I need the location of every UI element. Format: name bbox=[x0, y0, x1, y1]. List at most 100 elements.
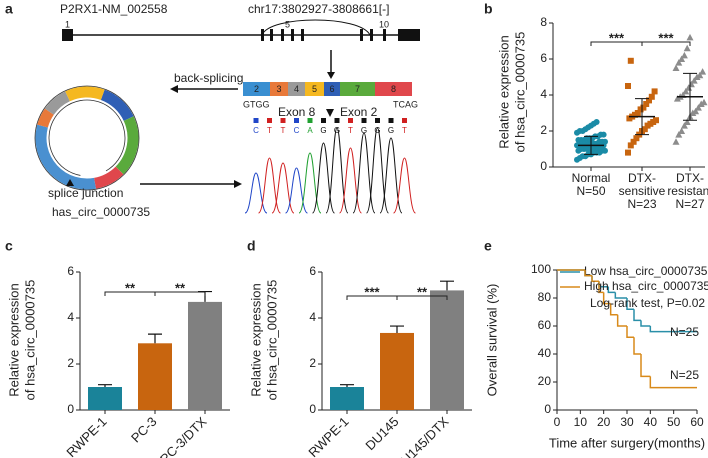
point bbox=[682, 87, 690, 95]
exon-segment bbox=[270, 82, 288, 96]
error-bar bbox=[390, 325, 404, 333]
exon-number: 10 bbox=[379, 19, 389, 29]
significance-label: *** bbox=[658, 30, 674, 45]
annotation: N=25 bbox=[670, 368, 699, 382]
bar bbox=[430, 290, 464, 410]
error-bar bbox=[440, 280, 454, 291]
ring-segment bbox=[115, 116, 139, 175]
exon-right: Exon 2 bbox=[340, 105, 378, 119]
exon-segment bbox=[288, 82, 305, 96]
exon-number: 5 bbox=[285, 19, 290, 29]
y-tick-label: 2 bbox=[67, 356, 74, 370]
base-square bbox=[402, 118, 407, 123]
y-tick-label: 2 bbox=[309, 356, 316, 370]
exon-label: 5 bbox=[312, 84, 317, 94]
gene-exons bbox=[62, 29, 420, 41]
base-letter: T bbox=[281, 126, 286, 135]
sd-bar bbox=[683, 72, 697, 121]
peak bbox=[379, 137, 403, 214]
y-axis-label: Relative expression bbox=[6, 283, 21, 396]
x-tick-label: DTX- bbox=[676, 171, 704, 185]
base-letter: G bbox=[374, 126, 380, 135]
bar bbox=[188, 301, 222, 410]
y-tick-label: 0 bbox=[544, 402, 551, 416]
junction-marker bbox=[326, 109, 334, 117]
base-letter: A bbox=[307, 126, 313, 135]
exon-label: 4 bbox=[294, 84, 299, 94]
junction-marker bbox=[66, 179, 74, 186]
exon-label: 2 bbox=[254, 84, 259, 94]
exon-segment bbox=[243, 82, 270, 96]
x-tick-label: PC-3 bbox=[128, 414, 160, 446]
survival-step bbox=[602, 292, 611, 305]
point bbox=[690, 77, 698, 84]
x-tick-label: N=27 bbox=[675, 197, 704, 211]
bar bbox=[138, 343, 172, 410]
base-letter: C bbox=[253, 126, 259, 135]
error-bar bbox=[340, 384, 354, 387]
circ-ring bbox=[34, 85, 140, 191]
base-square bbox=[375, 118, 380, 123]
exon-bar: 2 3 4 5 6 7 8 bbox=[243, 82, 412, 96]
ring-segment bbox=[65, 86, 105, 102]
locus: chr17:3802927-3808661[-] bbox=[248, 2, 389, 16]
y-tick-label: 0 bbox=[540, 159, 547, 173]
panel-label: c bbox=[5, 238, 13, 254]
point bbox=[697, 100, 705, 107]
x-tick-label: 10 bbox=[574, 415, 588, 429]
exon-segment bbox=[305, 82, 324, 96]
sd-bar bbox=[635, 98, 649, 136]
bar bbox=[330, 387, 364, 410]
significance-label: ** bbox=[175, 280, 186, 295]
point bbox=[633, 135, 640, 142]
base-square bbox=[321, 118, 326, 123]
seq-left: GTGG bbox=[243, 99, 270, 109]
point bbox=[683, 118, 691, 125]
point bbox=[675, 59, 683, 66]
y-tick-label: 6 bbox=[309, 264, 316, 278]
point bbox=[680, 122, 688, 129]
x-tick-label: 50 bbox=[667, 415, 681, 429]
error-bar bbox=[98, 384, 112, 387]
panel-label: a bbox=[5, 1, 13, 17]
base-square bbox=[267, 118, 272, 123]
x-tick-label: 20 bbox=[597, 415, 611, 429]
gene-name: P2RX1-NM_002558 bbox=[60, 2, 168, 16]
peak bbox=[244, 172, 268, 214]
point bbox=[683, 44, 691, 52]
x-tick-label: DTX- bbox=[628, 171, 656, 185]
x-tick-label: 30 bbox=[620, 415, 634, 429]
survival-step bbox=[626, 298, 634, 310]
survival-step bbox=[640, 320, 651, 327]
survival-step bbox=[649, 326, 697, 333]
exon-segment bbox=[375, 82, 412, 96]
y-axis-label: of hsa_circ_0000735 bbox=[264, 280, 279, 401]
base-square bbox=[253, 118, 259, 123]
point bbox=[602, 138, 608, 145]
base-square bbox=[307, 118, 313, 123]
y-axis-label: Relative expression bbox=[496, 35, 511, 148]
point bbox=[643, 101, 650, 107]
ring-segment bbox=[44, 91, 71, 115]
panel-label: e bbox=[484, 238, 492, 254]
point bbox=[640, 104, 647, 111]
point bbox=[630, 138, 637, 145]
survival-step bbox=[649, 376, 697, 389]
x-tick-label: N=50 bbox=[576, 184, 605, 198]
ring-segment bbox=[37, 108, 54, 128]
significance-label: *** bbox=[364, 284, 380, 299]
point bbox=[699, 68, 707, 75]
point bbox=[694, 104, 702, 111]
bar bbox=[88, 387, 122, 410]
y-axis-label: of hsa_circ_0000735 bbox=[22, 280, 37, 401]
legend-label: High hsa_circ_0000735 bbox=[584, 279, 708, 293]
base-letter: G bbox=[320, 126, 326, 135]
exon-label: 8 bbox=[391, 84, 396, 94]
arrow-head bbox=[170, 85, 178, 93]
y-tick-label: 0 bbox=[309, 402, 316, 416]
error-bar bbox=[148, 333, 162, 344]
arrow-head bbox=[327, 72, 335, 79]
y-tick-label: 80 bbox=[538, 290, 552, 304]
point bbox=[686, 33, 694, 41]
